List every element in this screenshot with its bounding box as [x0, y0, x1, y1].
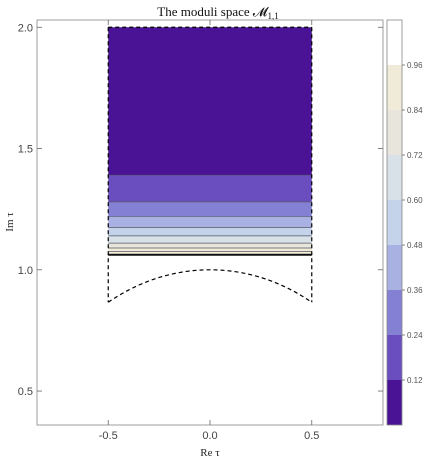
colorbar-tick-label: 0.36	[407, 286, 423, 295]
colorbar-segment	[387, 200, 402, 245]
y-tick-label: 1.0	[18, 265, 33, 277]
colorbar-segment	[387, 335, 402, 380]
heatmap-band	[108, 175, 312, 202]
chart-title: The moduli space 𝓜1,1	[157, 4, 278, 21]
unit-circle-arc	[107, 269, 313, 303]
colorbar-tick-label: 0.12	[407, 376, 423, 385]
heatmap-band	[108, 247, 312, 252]
x-tick-label: -0.5	[99, 430, 118, 442]
heatmap-band	[108, 27, 312, 176]
y-tick-label: 0.5	[18, 386, 33, 398]
x-tick-label: 0.5	[304, 430, 319, 442]
colorbar-tick-label: 0.60	[407, 196, 423, 205]
colorbar-tick-label: 0.72	[407, 151, 423, 160]
colorbar-frame	[386, 19, 403, 426]
x-axis-label: Re τ	[200, 447, 220, 459]
colorbar-tick-label: 0.24	[407, 331, 423, 340]
colorbar-segment	[387, 245, 402, 290]
colorbar: 0.12 0.24 0.36 0.48 0.60 0.72 0.84 0.96	[386, 19, 423, 426]
heatmap-band	[108, 243, 312, 248]
colorbar-segment	[387, 20, 402, 65]
y-tick-label: 1.5	[18, 144, 33, 156]
x-tick-label: 0.0	[202, 430, 217, 442]
heatmap-band	[108, 251, 312, 255]
colorbar-segment	[387, 155, 402, 200]
colorbar-segment	[387, 290, 402, 335]
colorbar-segment	[387, 110, 402, 155]
heatmap-band	[108, 227, 312, 236]
colorbar-tick-label: 0.84	[407, 106, 423, 115]
colorbar-tick-label: 0.48	[407, 241, 423, 250]
y-axis-label: Im τ	[4, 212, 16, 232]
chart-title-main: The moduli space 𝓜	[157, 4, 269, 19]
colorbar-tick-label: 0.96	[407, 61, 423, 70]
colorbar-segment	[387, 380, 402, 425]
chart-title-subscript: 1,1	[267, 11, 278, 21]
heatmap-band	[108, 235, 312, 244]
y-tick-label: 2.0	[18, 22, 33, 34]
heatmap-band	[108, 216, 312, 228]
heatmap-bands	[108, 27, 312, 256]
y-axis: 0.5 1.0 1.5 2.0	[18, 22, 383, 398]
heatmap-band	[108, 201, 312, 217]
colorbar-segment	[387, 65, 402, 110]
fundamental-domain-boundary	[107, 26, 313, 303]
x-axis: -0.5 0.0 0.5	[99, 20, 319, 442]
